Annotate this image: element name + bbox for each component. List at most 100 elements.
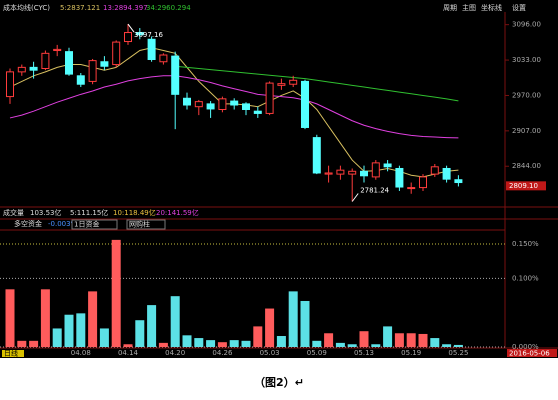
caption: （图2）↵ bbox=[254, 376, 304, 389]
y-tick-label: 2907.00 bbox=[512, 127, 541, 135]
bar bbox=[406, 333, 416, 347]
menu-item[interactable]: 坐标线 bbox=[481, 3, 502, 12]
chart: 成本均线(CYC) 周期 主图 坐标线 设置 成交量 103.53亿 5:111… bbox=[0, 0, 558, 358]
bar bbox=[64, 314, 74, 347]
bar bbox=[383, 326, 393, 347]
legend-entry: 5:2837.121 bbox=[60, 4, 100, 12]
candle-body bbox=[65, 51, 73, 75]
menu-item[interactable]: 周期 bbox=[443, 4, 457, 12]
candle-body bbox=[383, 163, 392, 168]
bar bbox=[229, 340, 239, 347]
bar bbox=[5, 289, 15, 347]
bar bbox=[111, 239, 121, 347]
x-tick-label: 04.14 bbox=[118, 349, 139, 357]
bar bbox=[40, 289, 50, 347]
dropdown[interactable] bbox=[126, 219, 166, 230]
candle-body bbox=[124, 32, 132, 43]
bar bbox=[453, 344, 463, 347]
candle-body bbox=[76, 75, 85, 85]
menu-item[interactable]: 设置 bbox=[512, 3, 526, 12]
candle-body bbox=[336, 169, 345, 175]
last-price: 2809.10 bbox=[509, 182, 538, 190]
y-tick-label: 2970.00 bbox=[512, 91, 541, 99]
candle-body bbox=[324, 172, 333, 175]
bar bbox=[371, 344, 381, 347]
bar bbox=[253, 326, 263, 347]
candle-body bbox=[171, 55, 180, 95]
bar bbox=[359, 331, 369, 347]
x-tick-label: 05.09 bbox=[307, 349, 327, 357]
legend-entry: 13:2894.397 bbox=[103, 4, 148, 12]
candle-body bbox=[348, 170, 357, 175]
flow-current: -0.003% bbox=[48, 220, 78, 228]
candle-body bbox=[159, 54, 168, 63]
bar bbox=[182, 335, 192, 347]
candle-body bbox=[135, 32, 144, 36]
candle-body bbox=[407, 187, 416, 190]
volume-ma: 10:118.49亿 bbox=[113, 208, 156, 217]
bar bbox=[194, 338, 204, 347]
bar bbox=[76, 313, 86, 347]
bar bbox=[335, 342, 345, 347]
candle-body bbox=[147, 38, 156, 61]
bar bbox=[241, 340, 251, 347]
candle-body bbox=[395, 167, 404, 188]
last-price-box bbox=[506, 181, 546, 191]
bar bbox=[52, 328, 62, 347]
ma-line bbox=[9, 47, 459, 178]
candle-body bbox=[218, 98, 227, 110]
candle-body bbox=[253, 110, 262, 114]
candle-body bbox=[430, 166, 439, 175]
candle-body bbox=[301, 80, 309, 128]
candle-body bbox=[100, 61, 109, 67]
x-tick-label: 05.13 bbox=[354, 349, 374, 357]
candle-body bbox=[371, 162, 380, 178]
bar bbox=[29, 340, 39, 347]
bar bbox=[347, 344, 357, 347]
annotation-arrow bbox=[127, 23, 135, 33]
bar bbox=[430, 338, 440, 347]
bar bbox=[300, 300, 310, 347]
candle-body bbox=[88, 60, 97, 82]
candle-body bbox=[242, 103, 250, 111]
ma-line bbox=[9, 75, 459, 139]
date: 2016-05-06 bbox=[509, 350, 550, 358]
annotation-arrow bbox=[351, 193, 359, 202]
ma-line bbox=[175, 65, 459, 102]
volume-ma: 5:111.15亿 bbox=[70, 208, 108, 217]
period-box[interactable] bbox=[2, 350, 24, 357]
dropdown-label[interactable]: 网购柱 bbox=[129, 220, 150, 229]
period[interactable]: 日线 bbox=[4, 349, 18, 358]
volume-title: 成交量 bbox=[3, 208, 24, 217]
bar bbox=[217, 342, 227, 347]
x-tick-label: 05.19 bbox=[401, 349, 421, 357]
bar bbox=[123, 344, 133, 347]
legend-entry: 34:2960.294 bbox=[146, 4, 191, 12]
annotation: 2781.24 bbox=[360, 186, 389, 194]
candle-body bbox=[230, 100, 239, 106]
candle-body bbox=[277, 83, 286, 86]
candle-body bbox=[194, 101, 203, 108]
candle-body bbox=[289, 79, 298, 85]
candle-body bbox=[206, 103, 215, 110]
y-tick-label: 2844.00 bbox=[512, 162, 541, 170]
y-tick-label: 3096.00 bbox=[512, 21, 541, 29]
y-tick-label: 0.150% bbox=[512, 240, 539, 248]
bar bbox=[418, 333, 428, 347]
bar bbox=[276, 336, 286, 347]
candle-body bbox=[183, 97, 191, 106]
menu-item[interactable]: 主图 bbox=[462, 3, 476, 12]
bar bbox=[99, 328, 109, 347]
candle-body bbox=[312, 137, 321, 174]
annotation: 3097.16 bbox=[134, 31, 163, 39]
candle-body bbox=[265, 82, 274, 114]
dropdown[interactable] bbox=[71, 219, 118, 230]
y-tick-label: 3033.00 bbox=[512, 56, 541, 64]
bar bbox=[324, 333, 334, 347]
bar bbox=[158, 342, 168, 347]
dropdown-label[interactable]: 1日资金 bbox=[74, 220, 99, 229]
bar bbox=[17, 340, 27, 347]
bar bbox=[170, 296, 180, 347]
candle-body bbox=[6, 71, 14, 98]
